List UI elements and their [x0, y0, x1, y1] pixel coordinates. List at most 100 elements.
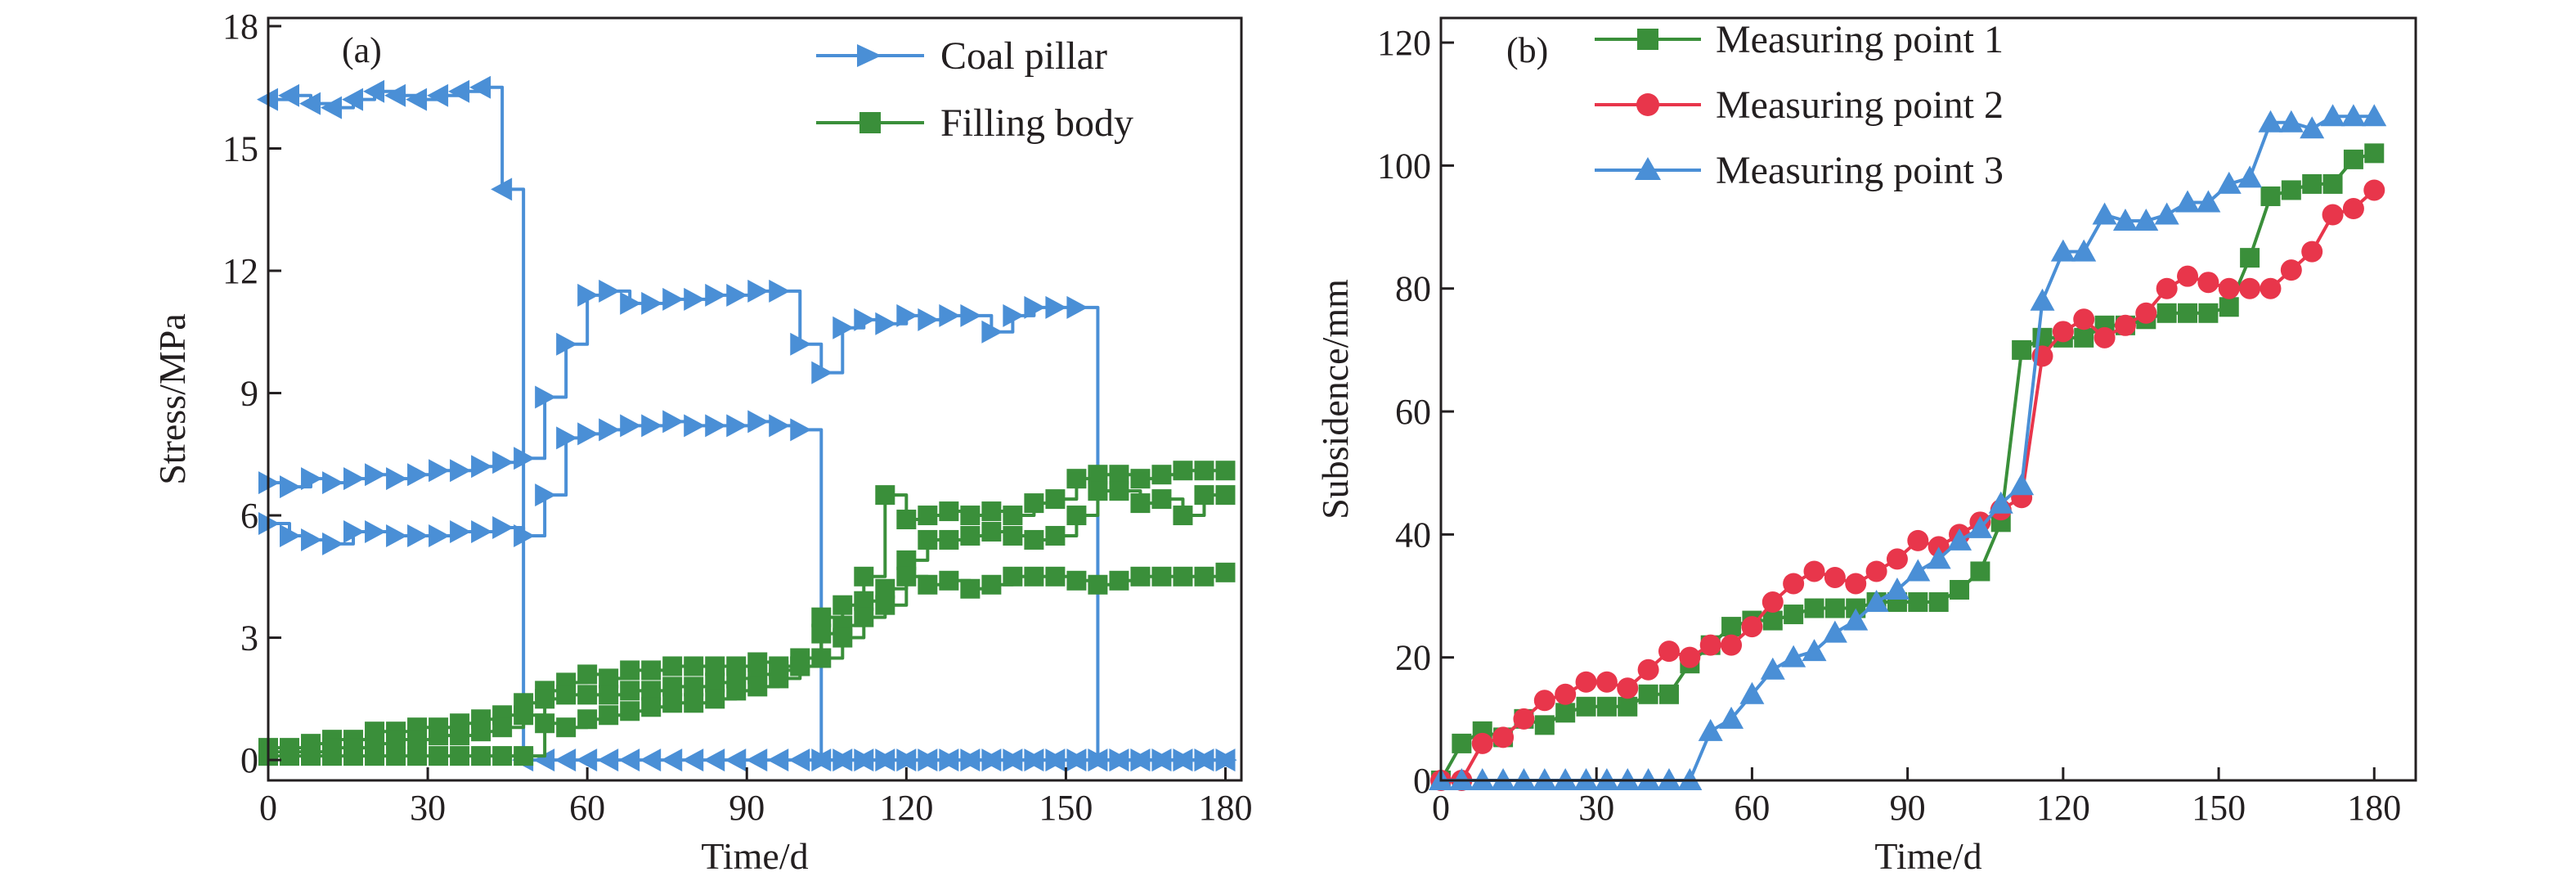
panel-a-series-3-point — [1215, 748, 1237, 772]
panel-a-series-5-point — [1130, 493, 1151, 514]
y-tick-label: 0 — [1413, 761, 1431, 801]
panel-b-series-1-point — [1721, 617, 1742, 637]
x-tick-label: 120 — [879, 788, 933, 828]
x-tick-label: 60 — [569, 788, 605, 828]
panel-b-series-2-point — [1533, 690, 1555, 712]
panel-a-series-layer — [257, 75, 1237, 772]
y-tick-label: 120 — [1377, 23, 1431, 63]
panel-b-axis-ticks: 0 30 60 90 120 150 180 0 20 40 60 80 100 120 — [1377, 23, 2401, 828]
legend-marker-triangle-right — [857, 44, 882, 67]
panel-a-series-3-point — [599, 418, 621, 442]
panel-b-series-3-point — [2320, 104, 2345, 127]
panel-a-series-5-point — [1003, 525, 1023, 546]
x-tick-label: 0 — [1432, 788, 1450, 828]
y-tick-label: 60 — [1395, 392, 1431, 432]
panel-a-series-4-point — [641, 660, 662, 681]
panel-a-series-3-point — [620, 414, 642, 438]
panel-a-series-5-point — [1045, 525, 1066, 546]
panel-a-series-2-point — [599, 279, 621, 303]
panel-b-series-2-point — [2052, 321, 2074, 343]
panel-b-series-2-point — [1803, 560, 1825, 582]
panel-b-series-3-point — [2030, 288, 2055, 311]
panel-a-series-2-point — [301, 467, 323, 491]
panel-a-series-5-point — [1066, 506, 1087, 526]
panel-a-series-5 — [258, 481, 1236, 762]
panel-a-series-2-point — [514, 447, 536, 470]
panel-b-series-1-point — [2322, 173, 2343, 194]
panel-a-stress-chart: 0 30 60 90 120 150 180 0 3 6 9 12 15 18 (a) Time/d St… — [151, 7, 1252, 877]
panel-a-series-3-point — [1194, 748, 1216, 772]
panel-a-series-5-point — [514, 705, 534, 726]
panel-a-series-3-point — [1024, 748, 1046, 772]
panel-a-series-2-point — [429, 459, 451, 483]
panel-a-series-3-point — [769, 414, 791, 438]
panel-b-series-2-point — [2218, 277, 2240, 299]
panel-a-series-6-point — [535, 713, 555, 734]
x-tick-label: 180 — [1198, 788, 1252, 828]
panel-b-series-2-point — [1824, 566, 1846, 588]
panel-a-series-6-point — [981, 574, 1002, 595]
x-tick-label: 0 — [259, 788, 277, 828]
panel-b-series-3-point — [1947, 528, 1972, 551]
panel-b-series-3-point — [2154, 202, 2179, 225]
panel-b-legend: Measuring point 1 Measuring point 2 Meas… — [1595, 18, 2004, 192]
panel-a-series-2-point — [1066, 295, 1088, 319]
panel-a-series-1-point — [299, 92, 321, 115]
legend-marker-circle — [1636, 93, 1659, 116]
panel-a-series-4-point — [1173, 461, 1193, 481]
panel-a-series-5-point — [939, 529, 959, 550]
panel-b-series-2-point — [2322, 204, 2344, 226]
y-tick-label: 9 — [240, 374, 258, 414]
panel-b-series-1-line — [1439, 151, 2375, 781]
panel-a-series-2-point — [662, 287, 684, 311]
legend-entry-measuring-point-3: Measuring point 3 — [1595, 149, 2004, 192]
legend-marker-triangle-up — [1635, 157, 1661, 180]
panel-a-series-2-point — [769, 279, 791, 303]
y-tick-label: 20 — [1395, 638, 1431, 678]
panel-b-series-1-point — [2156, 303, 2177, 323]
panel-a-series-1-point — [342, 88, 364, 111]
legend-marker-square — [859, 112, 881, 133]
panel-b-series-2-point — [1595, 671, 1618, 693]
panel-a-series-6-point — [1130, 566, 1151, 587]
panel-a-series-2-point — [684, 287, 706, 311]
panel-a-series-3-point — [322, 532, 344, 555]
panel-b-series-3-point — [1822, 620, 1847, 643]
panel-b-series-2-point — [2135, 302, 2157, 324]
panel-a-series-1-point — [746, 748, 768, 772]
panel-a-series-2-point — [747, 279, 770, 303]
panel-b-series-2-point — [2177, 265, 2199, 287]
panel-a-series-1-point — [278, 83, 300, 107]
panel-a-series-3-point — [726, 414, 748, 438]
panel-a-series-3-point — [429, 524, 451, 547]
panel-a-axis-ticks: 0 30 60 90 120 150 180 0 3 6 9 12 15 18 — [222, 7, 1252, 828]
panel-b-subsidence-chart: 0 30 60 90 120 150 180 0 20 40 60 80 100 120 (b) Time… — [1314, 16, 2417, 877]
panel-a-series-5-point — [556, 685, 577, 705]
y-tick-label: 12 — [222, 251, 258, 291]
panel-a-series-3-point — [684, 414, 706, 438]
panel-a-series-2-point — [918, 308, 940, 331]
panel-a-series-3-point — [535, 483, 557, 507]
panel-b-plot-frame — [1439, 16, 2417, 782]
panel-a-series-1-point — [469, 75, 491, 99]
panel-a-series-5-point — [429, 726, 449, 746]
y-tick-label: 80 — [1395, 269, 1431, 309]
panel-b-series-layer — [1429, 104, 2387, 791]
panel-b-series-3-point — [2050, 239, 2076, 262]
panel-b-series-2-point — [1741, 616, 1763, 638]
panel-b-series-3-point — [1864, 590, 1889, 613]
panel-a-series-3-point — [896, 748, 918, 772]
panel-a-series-3-point — [365, 519, 387, 543]
panel-b-series-3-point — [1739, 681, 1765, 704]
panel-b-series-1-point — [1950, 580, 1970, 600]
panel-b-series-1-point — [1908, 592, 1928, 613]
panel-b-series-2-point — [2073, 308, 2095, 330]
panel-b-series-3-point — [2300, 116, 2325, 139]
panel-b-series-2-point — [2260, 277, 2282, 299]
panel-a-series-2-point — [854, 308, 876, 331]
panel-a-series-6-point — [1024, 566, 1044, 587]
panel-a-series-1-point — [554, 748, 577, 772]
panel-a-series-6-point — [918, 574, 938, 595]
panel-b-series-1-point — [1576, 696, 1596, 717]
